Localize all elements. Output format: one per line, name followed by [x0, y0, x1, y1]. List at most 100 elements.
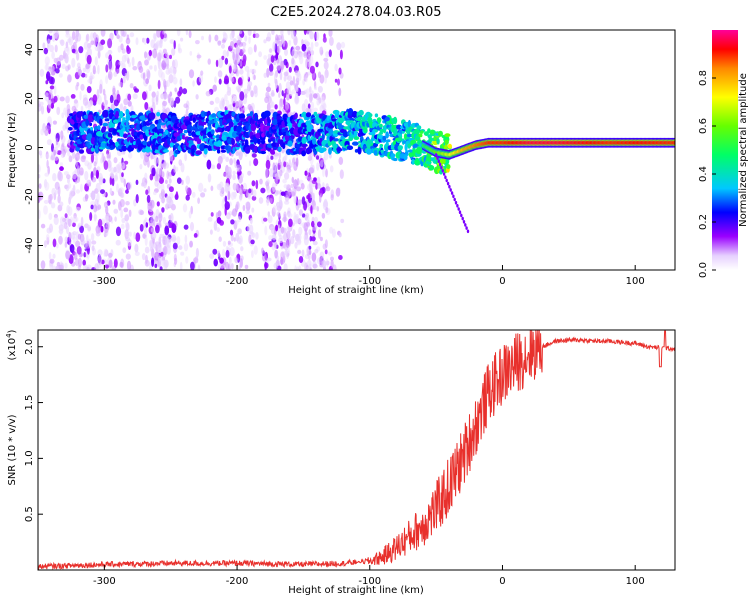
noise-mark — [159, 233, 164, 238]
noise-mark — [182, 88, 188, 95]
ridge-mark — [282, 143, 286, 149]
noise-mark — [99, 83, 103, 94]
noise-mark — [67, 177, 70, 184]
noise-mark — [287, 75, 292, 81]
noise-mark — [227, 240, 231, 245]
noise-mark — [266, 196, 270, 206]
noise-mark — [323, 57, 329, 62]
ridge-mark — [118, 117, 122, 124]
noise-mark — [79, 91, 82, 101]
noise-mark — [287, 213, 293, 218]
trail-mark — [446, 181, 450, 186]
y-tick-label: 20 — [24, 92, 35, 105]
noise-mark — [109, 172, 114, 179]
ridge-mark — [430, 129, 435, 135]
trail-mark — [461, 216, 464, 221]
noise-mark — [301, 43, 307, 52]
noise-mark — [80, 183, 83, 193]
trail-mark — [460, 213, 463, 218]
ridge-mark — [208, 125, 212, 130]
noise-mark — [306, 108, 310, 113]
noise-mark — [303, 235, 309, 246]
noise-mark — [121, 172, 124, 178]
ridge-mark — [428, 136, 433, 143]
noise-mark — [112, 87, 116, 94]
noise-mark — [96, 89, 100, 99]
ridge-mark — [121, 145, 128, 152]
noise-mark — [119, 199, 125, 208]
noise-mark — [75, 240, 81, 248]
noise-mark — [59, 216, 65, 226]
ridge-mark — [212, 135, 217, 139]
noise-mark — [278, 82, 282, 93]
noise-mark — [43, 199, 49, 204]
noise-mark — [313, 216, 319, 226]
noise-mark — [72, 150, 76, 159]
noise-mark — [209, 253, 215, 259]
ridge-mark — [368, 113, 373, 118]
colorbar-tick-label: 0.2 — [698, 214, 709, 230]
noise-mark — [314, 205, 317, 210]
trail-mark — [457, 207, 460, 211]
noise-mark — [325, 51, 330, 58]
noise-mark — [49, 45, 54, 53]
ridge-mark — [102, 110, 109, 118]
noise-mark — [185, 30, 189, 36]
noise-mark — [255, 179, 259, 190]
noise-mark — [305, 88, 311, 98]
noise-mark — [52, 120, 58, 125]
noise-mark — [267, 215, 273, 224]
ridge-mark — [119, 111, 124, 119]
ridge-mark — [189, 117, 193, 121]
noise-mark — [155, 224, 160, 234]
noise-mark — [250, 90, 254, 98]
noise-mark — [38, 209, 41, 220]
noise-mark — [198, 182, 204, 193]
ridge-mark — [428, 165, 435, 171]
noise-mark — [213, 220, 218, 231]
noise-mark — [84, 73, 88, 78]
noise-mark — [100, 30, 106, 37]
ridge-mark — [312, 138, 316, 145]
noise-mark — [197, 264, 201, 270]
noise-mark — [168, 186, 174, 193]
noise-mark — [275, 51, 279, 61]
noise-mark — [115, 239, 121, 246]
ridge-mark — [253, 145, 259, 154]
noise-mark — [91, 190, 96, 201]
noise-mark — [67, 218, 72, 224]
noise-mark — [288, 218, 293, 228]
noise-mark — [310, 50, 315, 56]
noise-mark — [174, 166, 179, 172]
noise-mark — [307, 176, 313, 183]
noise-mark — [127, 100, 132, 107]
noise-mark — [50, 77, 55, 85]
noise-mark — [289, 80, 294, 86]
noise-mark — [128, 209, 132, 217]
noise-mark — [280, 226, 285, 234]
noise-mark — [230, 77, 235, 83]
noise-mark — [251, 153, 257, 158]
noise-mark — [225, 249, 230, 258]
x-tick-label: -300 — [93, 276, 116, 287]
noise-mark — [75, 30, 79, 38]
noise-mark — [242, 182, 248, 192]
noise-mark — [240, 151, 244, 158]
noise-mark — [43, 47, 48, 55]
noise-mark — [244, 264, 249, 269]
noise-mark — [336, 187, 341, 193]
noise-mark — [283, 71, 289, 77]
noise-mark — [172, 242, 178, 250]
y-tick-label: 0 — [24, 144, 35, 150]
noise-mark — [57, 194, 61, 204]
noise-mark — [59, 39, 64, 44]
noise-mark — [93, 213, 97, 222]
noise-mark — [239, 60, 243, 67]
noise-mark — [308, 249, 312, 255]
noise-mark — [283, 58, 288, 66]
noise-mark — [148, 239, 153, 249]
noise-mark — [38, 90, 41, 99]
noise-mark — [232, 51, 235, 61]
x-tick-label: -100 — [358, 576, 381, 587]
